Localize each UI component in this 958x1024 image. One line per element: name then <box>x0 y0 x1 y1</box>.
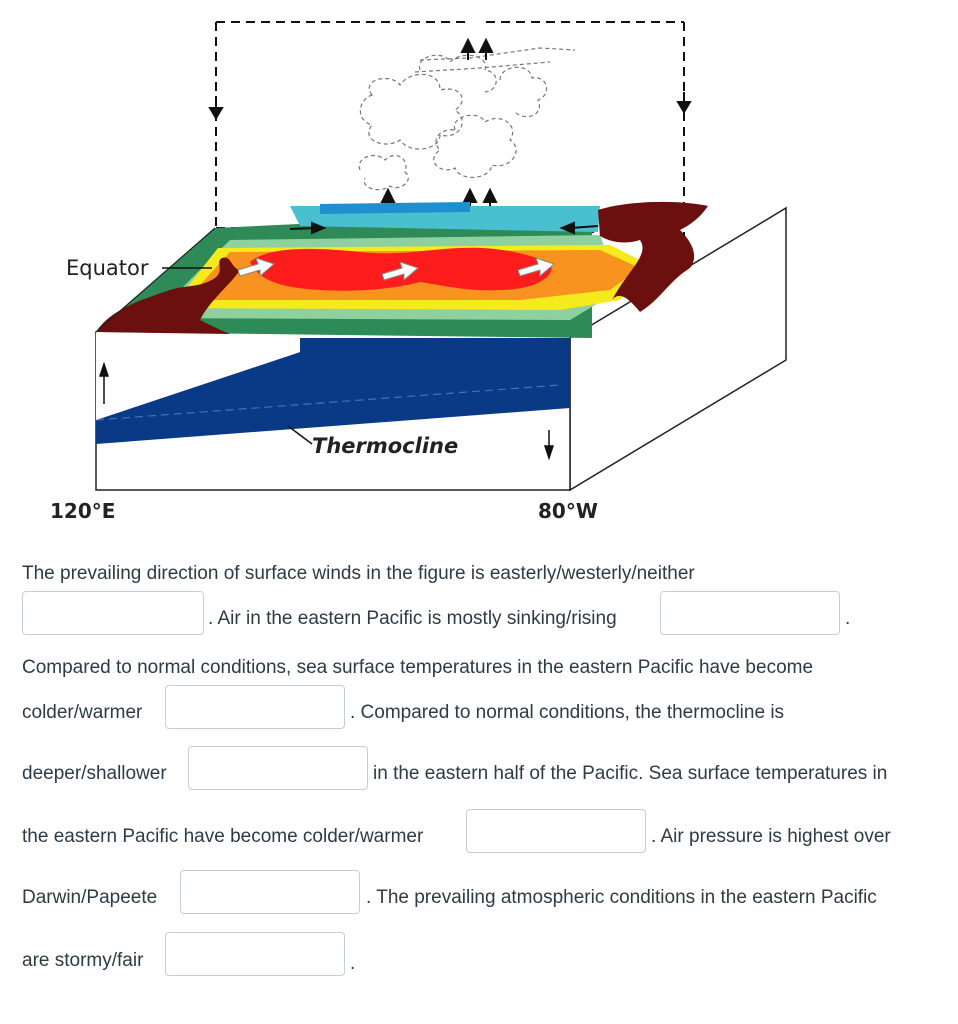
question-line-4: . Compared to normal conditions, the the… <box>350 702 785 723</box>
line-2-end: . <box>845 608 851 629</box>
longitude-120e: 120°E <box>50 499 116 523</box>
land-west <box>96 257 240 334</box>
land-east <box>598 201 708 312</box>
answer-sst-change-2[interactable] <box>466 809 646 853</box>
question-line-8-start: are stormy/fair <box>22 950 144 971</box>
question-line-6-start: the eastern Pacific have become colder/w… <box>22 826 424 847</box>
walker-circulation-figure: Equator Thermocline 120°E 80°W <box>50 21 787 523</box>
longitude-80w: 80°W <box>538 499 598 523</box>
answer-pressure-high[interactable] <box>180 870 360 914</box>
question-line-7: . The prevailing atmospheric conditions … <box>366 887 877 908</box>
answer-wind-direction[interactable] <box>22 591 204 635</box>
current-arrows <box>237 257 555 282</box>
question-line-3: Compared to normal conditions, sea surfa… <box>22 657 814 678</box>
question-line-7-start: Darwin/Papeete <box>22 887 158 908</box>
ocean-block-diagram <box>95 21 787 492</box>
equator-label: Equator <box>66 256 149 280</box>
wind-arrows <box>289 221 599 235</box>
question-line-4-start: colder/warmer <box>22 702 143 723</box>
answer-thermocline[interactable] <box>188 746 368 790</box>
sea-surface-temperature <box>96 202 650 338</box>
rising-arrows <box>380 37 498 212</box>
answer-conditions[interactable] <box>165 932 345 976</box>
question-line-5-start: deeper/shallower <box>22 763 167 784</box>
question-line-5: in the eastern half of the Pacific. Sea … <box>373 763 888 784</box>
line-8-end: . <box>350 953 356 974</box>
answer-sst-change[interactable] <box>165 685 345 729</box>
thermocline-label: Thermocline <box>312 434 459 458</box>
question-line-6: . Air pressure is highest over <box>651 826 891 847</box>
question-line-1: The prevailing direction of surface wind… <box>22 563 695 584</box>
thermocline-arrows <box>98 361 555 461</box>
cold-water-layer <box>96 338 570 444</box>
sinking-arrows <box>208 92 692 120</box>
answer-air-eastern[interactable] <box>660 591 840 635</box>
question-line-2: . Air in the eastern Pacific is mostly s… <box>208 608 617 629</box>
convective-clouds <box>358 47 576 191</box>
